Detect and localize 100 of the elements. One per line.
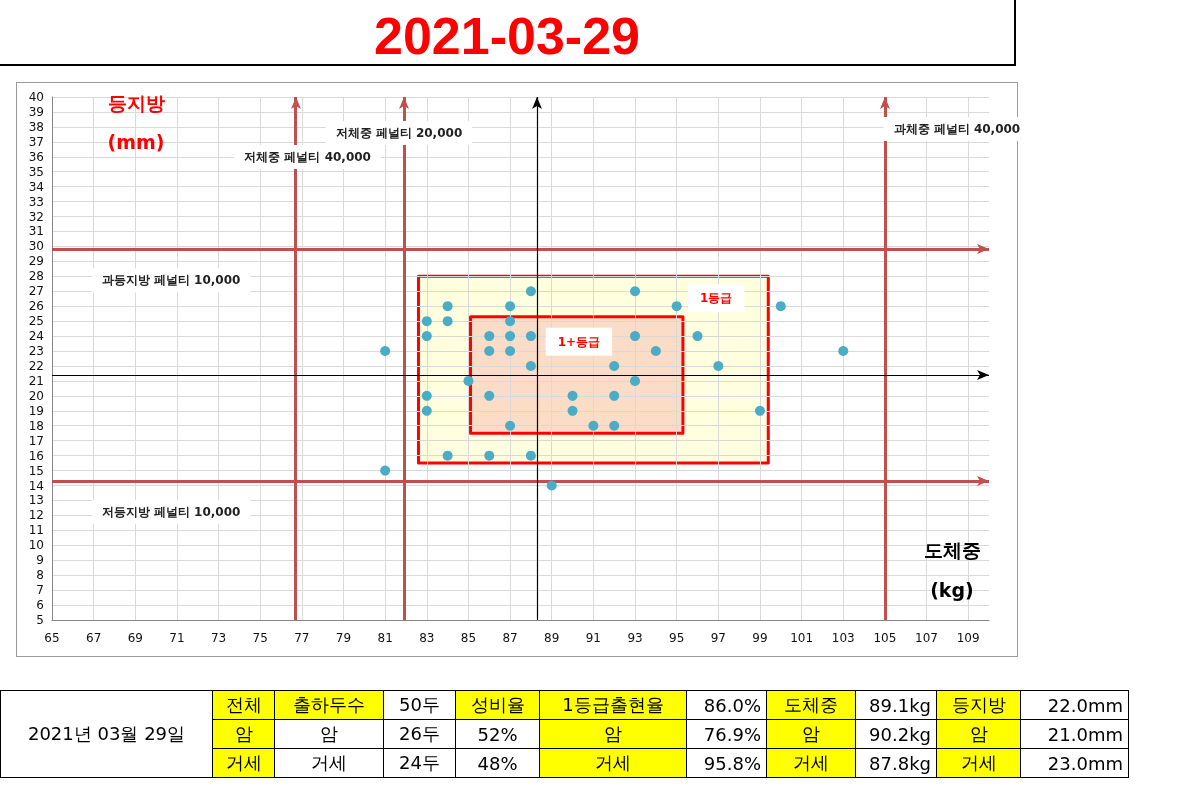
point [671,301,682,312]
text: 암 [274,719,384,749]
text: 24두 [383,748,456,778]
x-tick-label: 89 [544,631,560,645]
y-tick-label: 36 [28,149,44,164]
point [609,390,620,401]
ref-line-label: 저등지방 페널티 10,000 [101,505,241,520]
text: 86.0% [686,690,767,720]
chart-title: 2021-03-29 [0,0,1014,65]
point [380,465,391,476]
point [421,331,432,342]
point [567,390,578,401]
y-tick-label: 26 [28,299,44,314]
text: 암 [936,719,1021,749]
point [775,301,786,312]
y-tick-label: 15 [28,463,44,478]
y-tick-label: 13 [28,493,44,508]
text: 48% [455,748,540,778]
x-tick-label: 105 [873,631,897,645]
y-tick-label: 17 [28,433,44,448]
x-tick-label: 69 [127,631,143,645]
y-tick-label: 10 [28,538,44,553]
text: 23.0mm [1020,748,1129,778]
y-tick-label: 11 [28,523,44,538]
y-tick-label: 6 [36,598,44,613]
series-label: 1등급 [700,291,733,306]
point [525,286,536,297]
x-tick-label: 109 [956,631,980,645]
x-tick-label: 83 [419,631,435,645]
ref-line-label: 저체중 페널티 40,000 [244,150,371,164]
y-tick-label: 19 [28,403,44,418]
y-tick-label: 27 [28,284,44,299]
y-tick-label: 32 [28,209,44,224]
text: 87.8kg [855,748,937,778]
text: 성비율 [455,690,540,720]
y-tick-label: 31 [28,224,44,239]
text: 암 [212,719,275,749]
point [567,405,578,416]
text: 26두 [383,719,456,749]
text: 2021년 03월 29일 [0,690,213,778]
y-tick-label: 22 [28,358,44,373]
text: 거세 [274,748,384,778]
point [421,316,432,327]
x-tick-label: 87 [502,631,518,645]
y-tick-label: 18 [28,418,44,433]
point [505,346,516,357]
text: 거세 [936,748,1021,778]
point [505,316,516,327]
y-tick-label: 34 [28,179,44,194]
point [713,360,724,371]
y-tick-label: 23 [28,344,44,359]
x-tick-label: 71 [169,631,185,645]
text: 89.1kg [855,690,937,720]
x-tick-label: 101 [790,631,814,645]
x-tick-label: 107 [915,631,938,645]
x-tick-label: 65 [44,631,60,645]
point [546,480,557,491]
point [692,331,703,342]
text: 52% [455,719,540,749]
point [630,286,641,297]
point [754,405,765,416]
point [421,390,432,401]
text: 22.0mm [1020,690,1129,720]
x-tick-label: 91 [585,631,602,645]
point [525,331,536,342]
y-tick-label: 30 [28,239,44,254]
text: 암 [766,719,856,749]
x-tick-label: 85 [460,631,477,645]
point [505,331,516,342]
point [630,375,641,386]
x-tick-label: 103 [831,631,855,645]
x-tick-label: 97 [710,631,726,645]
text: 거세 [212,748,275,778]
text: 76.9% [686,719,767,749]
y-tick-label: 25 [28,314,44,329]
x-tick-label: 81 [377,631,393,645]
y-tick-label: 14 [28,478,44,493]
x-tick-label: 73 [210,631,227,645]
point [484,450,495,461]
x-tick-label: 99 [752,631,768,645]
text: 50두 [383,690,456,720]
point [650,346,661,357]
x-tick-label: 93 [627,631,643,645]
series-label: 1+등급 [557,334,601,349]
y-tick-label: 33 [28,194,44,209]
x-axis-title: 도체중 (kg) [922,538,982,603]
ref-line-label: 과등지방 페널티 10,000 [101,273,241,288]
point [421,405,432,416]
x-tick-label: 67 [86,631,102,645]
y-tick-label: 24 [28,329,44,344]
point [588,420,599,431]
point [609,420,620,431]
x-tick-label: 95 [669,631,685,645]
point [442,316,453,327]
ref-line-label: 과체중 페널티 40,000 [893,122,1021,136]
point [609,360,620,371]
y-tick-label: 35 [28,164,44,179]
y-tick-label: 9 [36,553,44,568]
y-tick-label: 5 [36,613,44,627]
text: 전체 [212,690,275,720]
